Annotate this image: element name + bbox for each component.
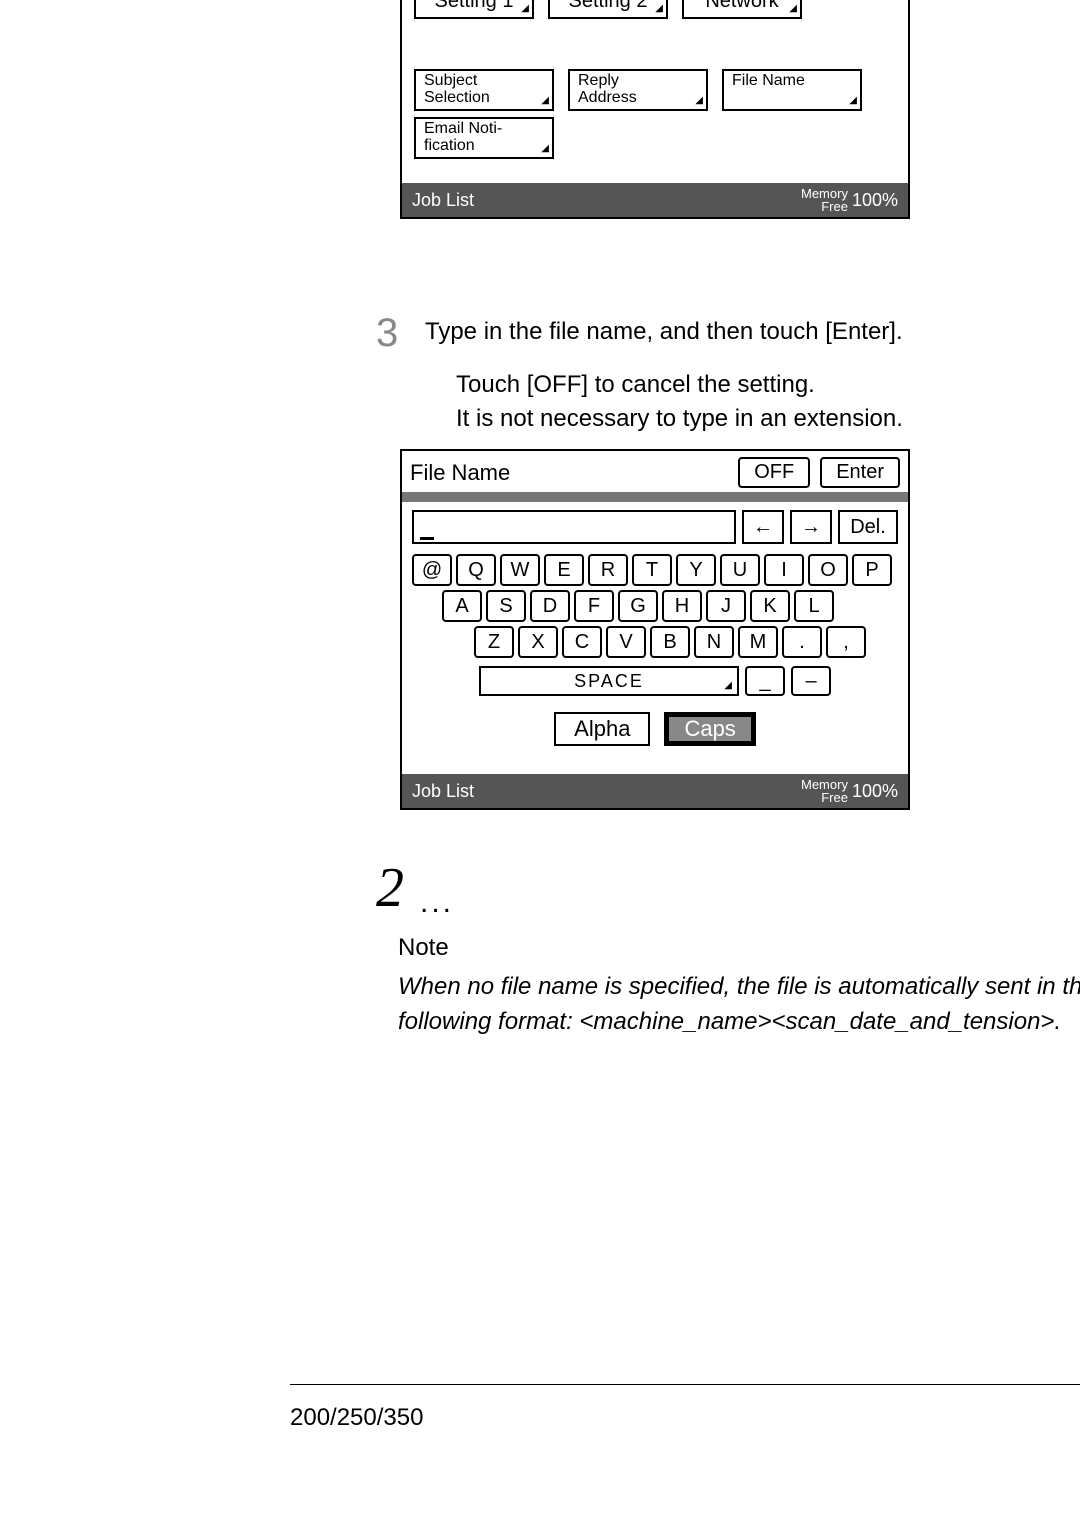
key-t[interactable]: T <box>632 554 672 586</box>
key-k[interactable]: K <box>750 590 790 622</box>
status-job-list: Job List <box>412 190 474 211</box>
status-bar: Job List Memory Free 100% <box>402 183 908 217</box>
tab-label: Setting 1 <box>435 0 514 12</box>
key-w[interactable]: W <box>500 554 540 586</box>
tab-label: Network <box>705 0 778 12</box>
step-sub-line1: Touch [OFF] to cancel the setting. <box>456 368 903 402</box>
key-c[interactable]: C <box>562 626 602 658</box>
underscore-key[interactable]: _ <box>745 666 785 696</box>
memory-free-value: 100% <box>852 190 898 211</box>
panel-title: File Name <box>410 460 728 486</box>
step-number: 3 <box>376 311 398 356</box>
tab-label: Setting 2 <box>569 0 648 12</box>
step-instruction: Type in the file name, and then touch [E… <box>425 318 903 346</box>
arrow-right-button[interactable]: → <box>790 510 832 544</box>
option-label: Reply Address <box>578 72 637 106</box>
key-q[interactable]: Q <box>456 554 496 586</box>
option-label: File Name <box>732 72 805 89</box>
key-@[interactable]: @ <box>412 554 452 586</box>
key-.[interactable]: . <box>782 626 822 658</box>
key-d[interactable]: D <box>530 590 570 622</box>
footer-rule <box>290 1384 1080 1385</box>
memory-free-value: 100% <box>852 781 898 802</box>
note-body: When no file name is specified, the file… <box>398 970 1080 1040</box>
settings-panel: Setting 1◢ Setting 2◢ Network◢ Subject S… <box>400 0 910 219</box>
key-g[interactable]: G <box>618 590 658 622</box>
delete-button[interactable]: Del. <box>838 510 898 544</box>
dash-key[interactable]: – <box>791 666 831 696</box>
key-l[interactable]: L <box>794 590 834 622</box>
enter-button[interactable]: Enter <box>820 457 900 488</box>
option-file-name[interactable]: File Name◢ <box>722 69 862 111</box>
note-icon: 2 <box>376 856 404 920</box>
off-button[interactable]: OFF <box>738 457 810 488</box>
option-reply-address[interactable]: Reply Address◢ <box>568 69 708 111</box>
key-b[interactable]: B <box>650 626 690 658</box>
option-label: Subject Selection <box>424 72 490 106</box>
delete-label: Del. <box>850 516 886 539</box>
option-subject-selection[interactable]: Subject Selection◢ <box>414 69 554 111</box>
key-m[interactable]: M <box>738 626 778 658</box>
key-,[interactable]: , <box>826 626 866 658</box>
key-e[interactable]: E <box>544 554 584 586</box>
key-h[interactable]: H <box>662 590 702 622</box>
key-o[interactable]: O <box>808 554 848 586</box>
key-v[interactable]: V <box>606 626 646 658</box>
option-email-notification[interactable]: Email Noti- fication◢ <box>414 117 554 159</box>
key-x[interactable]: X <box>518 626 558 658</box>
status-job-list: Job List <box>412 781 474 802</box>
key-z[interactable]: Z <box>474 626 514 658</box>
arrow-left-icon: ← <box>753 516 773 539</box>
alpha-mode-button[interactable]: Alpha <box>554 712 650 746</box>
key-u[interactable]: U <box>720 554 760 586</box>
key-p[interactable]: P <box>852 554 892 586</box>
key-n[interactable]: N <box>694 626 734 658</box>
status-bar: Job List Memory Free 100% <box>402 774 908 808</box>
key-j[interactable]: J <box>706 590 746 622</box>
key-s[interactable]: S <box>486 590 526 622</box>
step-sub-line2: It is not necessary to type in an extens… <box>456 402 903 436</box>
key-a[interactable]: A <box>442 590 482 622</box>
memory-free-label: Memory Free <box>801 187 848 213</box>
key-r[interactable]: R <box>588 554 628 586</box>
space-label: SPACE <box>574 671 644 692</box>
tab-setting1[interactable]: Setting 1◢ <box>414 0 534 19</box>
note-ellipsis: ... <box>420 886 454 920</box>
memory-free-label: Memory Free <box>801 778 848 804</box>
key-y[interactable]: Y <box>676 554 716 586</box>
arrow-left-button[interactable]: ← <box>742 510 784 544</box>
note-heading: Note <box>398 934 449 962</box>
option-label: Email Noti- fication <box>424 120 502 154</box>
key-f[interactable]: F <box>574 590 614 622</box>
filename-keyboard-panel: File Name OFF Enter ← → Del. @QWERTYUIOP… <box>400 449 910 810</box>
key-i[interactable]: I <box>764 554 804 586</box>
caps-mode-button[interactable]: Caps <box>664 712 755 746</box>
space-key[interactable]: SPACE◢ <box>479 666 739 696</box>
step-subtext: Touch [OFF] to cancel the setting. It is… <box>456 368 903 435</box>
arrow-right-icon: → <box>801 516 821 539</box>
filename-input[interactable] <box>412 510 736 544</box>
tab-network[interactable]: Network◢ <box>682 0 802 19</box>
tab-setting2[interactable]: Setting 2◢ <box>548 0 668 19</box>
footer-model: 200/250/350 <box>290 1404 423 1432</box>
